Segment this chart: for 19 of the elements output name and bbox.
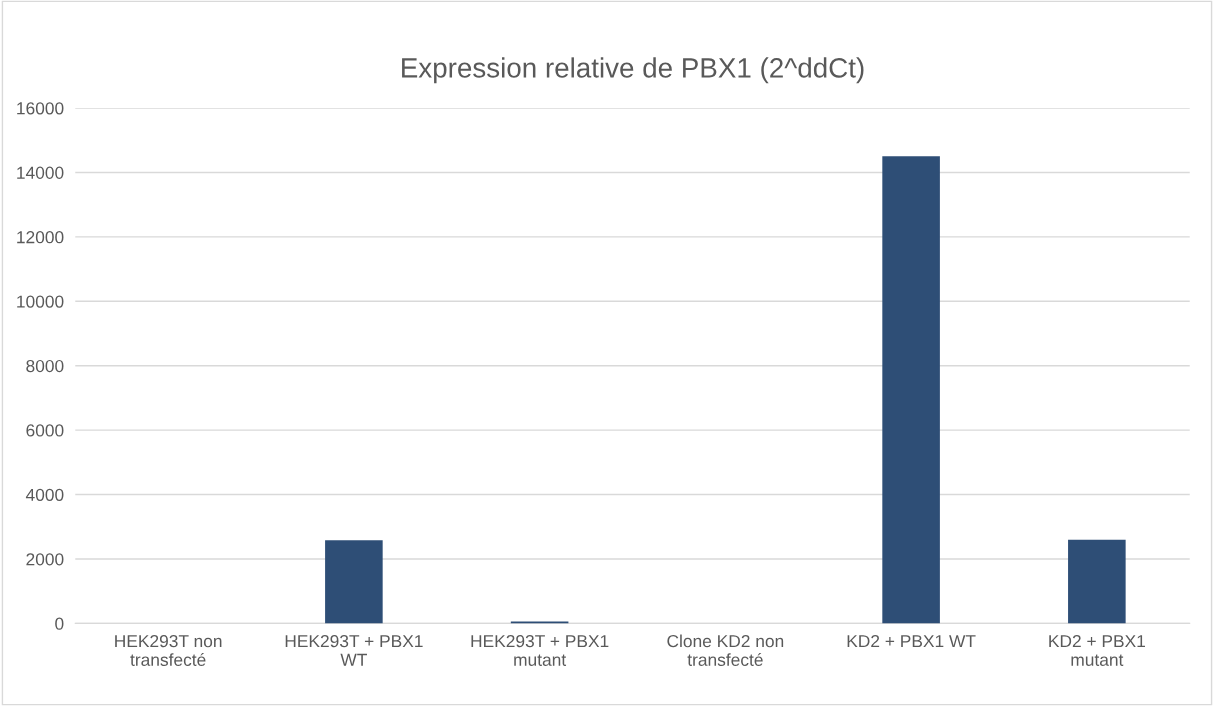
chart-title: Expression relative de PBX1 (2^ddCt): [402, 57, 864, 84]
x-tick-label: HEK293T + PBX1 mutant: [471, 634, 609, 666]
bar: [325, 540, 383, 624]
y-tick-label: 4000: [25, 488, 64, 502]
y-tick-label: 8000: [26, 359, 64, 373]
y-tick-label: 0: [55, 617, 64, 630]
x-tick-label: HEK293T + PBX1 WT: [285, 634, 423, 666]
y-tick-label: 16000: [17, 102, 64, 115]
bar: [1068, 539, 1126, 624]
y-tick-label: 10000: [17, 295, 64, 308]
y-tick-label: 6000: [26, 424, 64, 437]
x-tick-label: KD2 + PBX1 mutant: [1049, 634, 1145, 666]
y-tick-label: 12000: [17, 231, 64, 244]
x-tick-label: KD2 + PBX1 WT: [847, 634, 976, 648]
x-tick-label: Clone KD2 non transfecté: [667, 634, 784, 666]
bar: [882, 156, 940, 624]
y-tick-label: 14000: [17, 166, 64, 179]
x-tick-label: HEK293T non transfecté: [115, 634, 222, 666]
y-tick-label: 2000: [26, 553, 64, 566]
